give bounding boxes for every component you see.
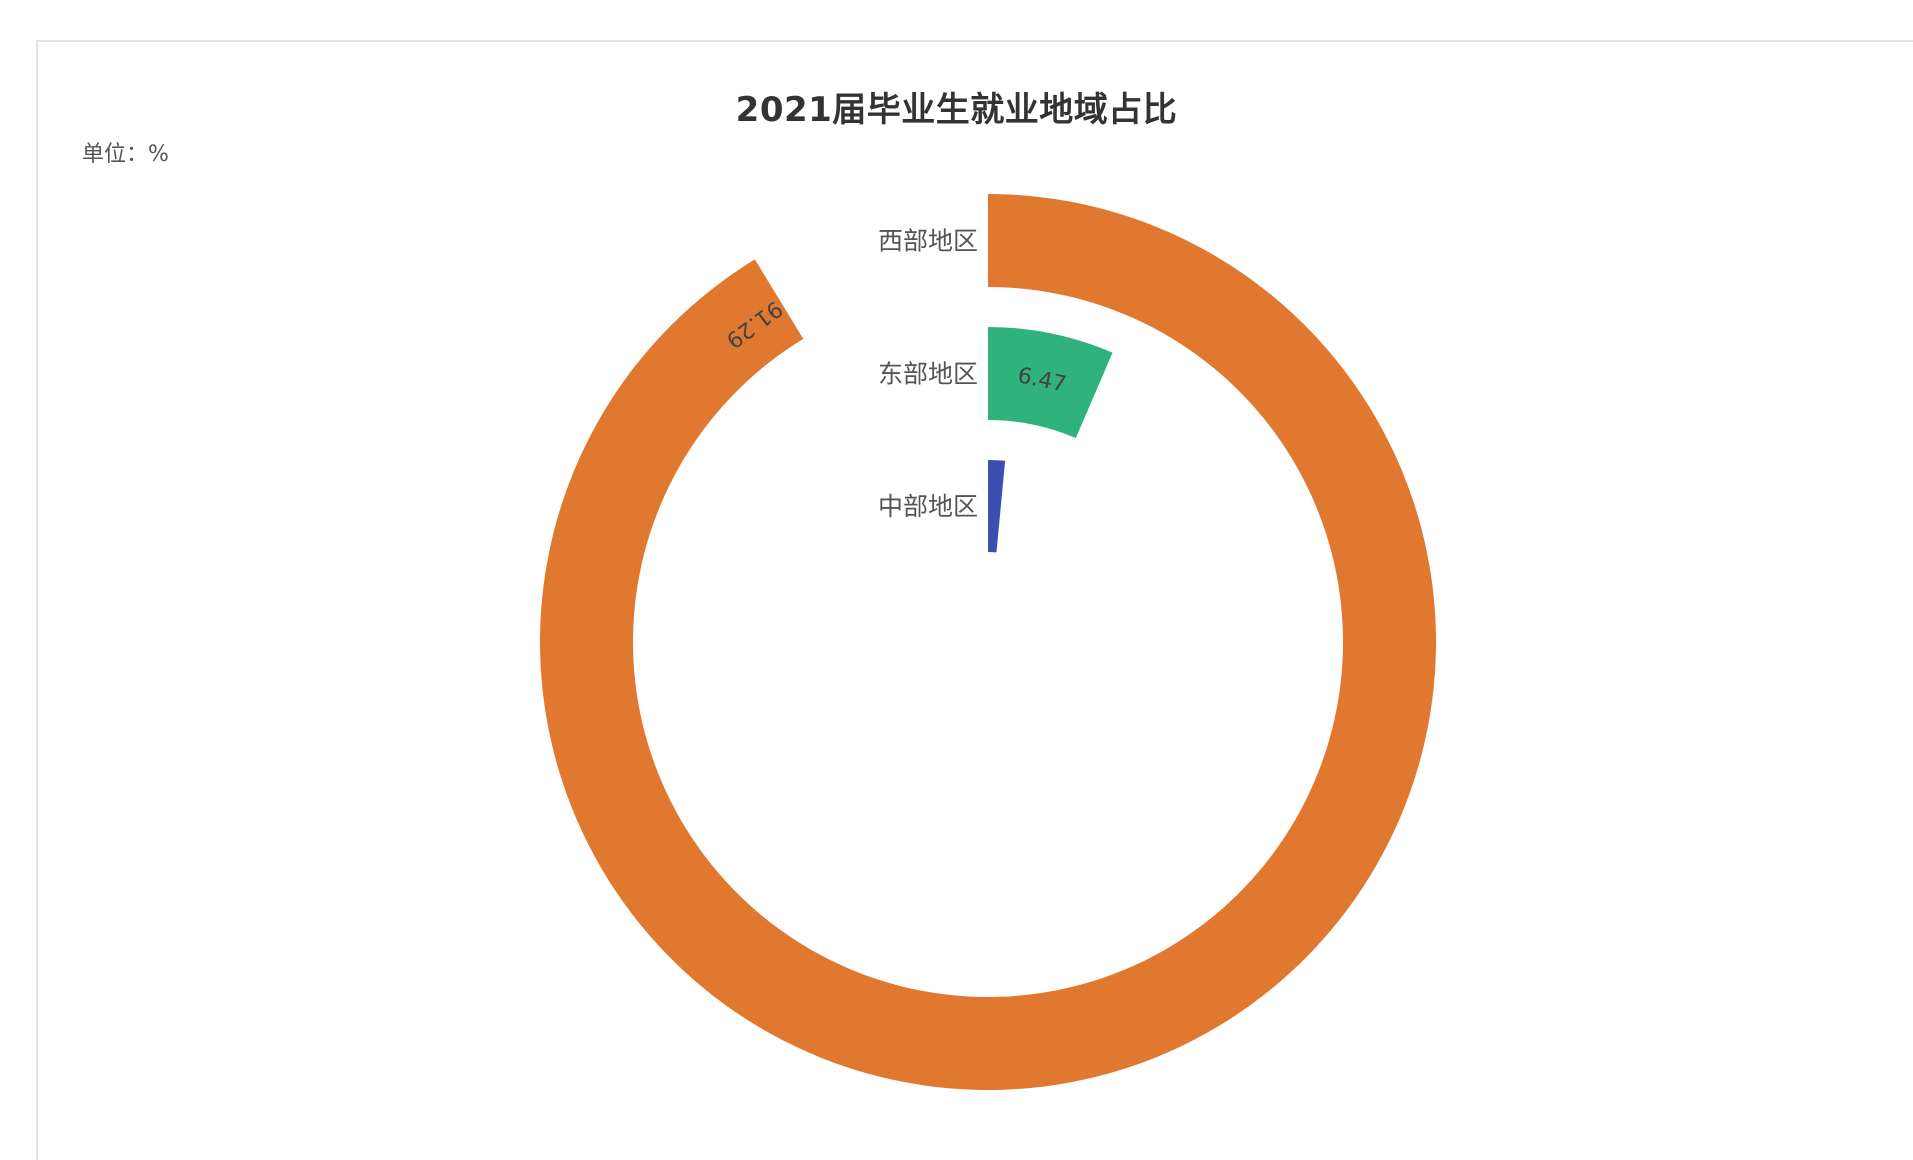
bar-3 [988,460,1006,553]
chart-panel [36,40,1913,1160]
category-label-1: 西部地区 [878,227,978,256]
category-label-3: 中部地区 [878,492,978,521]
category-label-2: 东部地区 [878,360,978,389]
bar-group [539,194,1437,1091]
bar-2 [988,327,1113,439]
unit-label: 单位：% [82,142,169,167]
chart-title: 2021届毕业生就业地域占比 [735,90,1178,130]
